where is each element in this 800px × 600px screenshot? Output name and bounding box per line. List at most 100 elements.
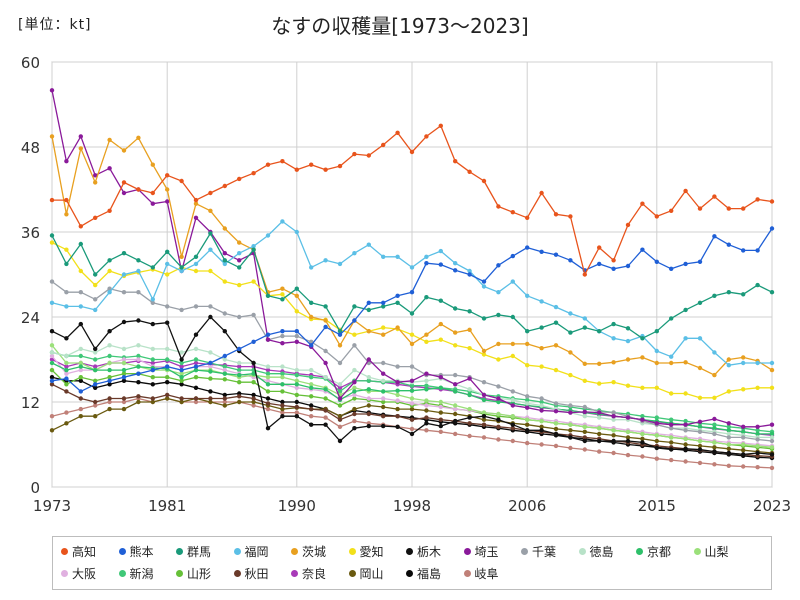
data-point <box>165 380 170 385</box>
data-point <box>251 380 256 385</box>
data-point <box>193 357 199 362</box>
data-point <box>251 392 256 398</box>
data-point <box>64 382 69 387</box>
data-point <box>669 360 674 366</box>
data-point <box>640 431 645 437</box>
data-point <box>381 404 386 410</box>
unit-label: [単位：kt] <box>18 17 92 33</box>
data-point <box>654 385 659 390</box>
data-point <box>525 245 530 250</box>
data-point <box>208 190 213 196</box>
data-point <box>294 286 299 291</box>
legend: 高知 熊本 群馬 福岡 茨城 愛知 栃木 埼玉 千葉 徳島 京都 山梨 大阪 新潟 山形 秋田 奈良 岡山 福島 岐阜 <box>52 536 772 590</box>
x-tick-label: 1981 <box>148 497 186 515</box>
data-point <box>237 367 242 373</box>
data-point <box>337 343 343 348</box>
data-point <box>611 417 616 422</box>
data-point <box>337 382 343 387</box>
data-point <box>467 346 472 351</box>
data-point <box>640 336 645 341</box>
data-point <box>597 361 602 366</box>
data-point <box>539 249 544 254</box>
data-point <box>597 381 602 386</box>
data-point <box>93 215 98 220</box>
data-point <box>669 440 674 445</box>
data-point <box>309 343 314 348</box>
data-point <box>366 357 371 362</box>
data-point <box>582 316 587 321</box>
data-point <box>150 346 155 352</box>
data-point <box>193 364 199 369</box>
data-point <box>93 367 98 373</box>
data-point <box>755 437 760 442</box>
data-point <box>49 88 55 93</box>
data-point <box>78 364 84 369</box>
data-point <box>510 341 515 347</box>
legend-marker <box>176 548 183 555</box>
data-point <box>539 325 544 330</box>
data-point <box>265 367 271 373</box>
data-point <box>136 399 141 405</box>
legend-item: 徳島 <box>578 543 614 560</box>
data-point <box>568 372 573 378</box>
data-point <box>222 399 227 405</box>
data-point <box>337 424 343 429</box>
data-point <box>222 377 227 382</box>
data-point <box>669 447 674 452</box>
legend-item: 福岡 <box>233 543 269 560</box>
data-point <box>697 336 703 341</box>
data-point <box>294 333 299 339</box>
data-point <box>712 431 717 437</box>
legend-label: 徳島 <box>589 545 614 559</box>
data-point <box>323 348 328 354</box>
data-point <box>150 360 155 366</box>
data-point <box>424 398 429 403</box>
data-point <box>179 378 184 383</box>
data-point <box>496 357 501 362</box>
data-point <box>611 321 616 327</box>
data-point <box>64 421 69 426</box>
series-熊本 <box>49 226 775 394</box>
data-point <box>669 266 674 271</box>
data-point <box>107 399 112 405</box>
data-point <box>136 380 141 385</box>
legend-item: 山形 <box>176 565 211 582</box>
x-tick-label: 1973 <box>33 497 71 515</box>
legend-label: 秋田 <box>244 567 269 581</box>
data-point <box>136 394 141 399</box>
data-point <box>582 447 587 452</box>
data-point <box>237 346 242 352</box>
data-point <box>741 464 746 469</box>
data-point <box>496 204 501 209</box>
data-point <box>654 259 659 264</box>
data-point <box>582 409 587 415</box>
x-tick-label: 2006 <box>508 497 546 515</box>
data-point <box>582 424 587 429</box>
data-point <box>237 240 242 245</box>
data-point <box>395 300 400 305</box>
data-point <box>165 320 170 325</box>
data-point <box>107 286 112 291</box>
data-point <box>237 399 242 405</box>
data-point <box>352 389 357 394</box>
data-point <box>669 417 674 422</box>
data-point <box>539 364 544 369</box>
data-point <box>424 261 429 266</box>
data-point <box>381 396 386 401</box>
legend-label: 高知 <box>72 545 97 559</box>
legend-marker <box>578 548 586 555</box>
y-tick-label: 36 <box>21 224 40 242</box>
data-point <box>78 396 84 401</box>
data-point <box>323 415 328 420</box>
data-point <box>208 369 213 374</box>
data-point <box>49 134 55 139</box>
data-point <box>107 343 112 348</box>
data-point <box>352 426 357 431</box>
data-point <box>539 403 544 408</box>
data-point <box>755 197 760 202</box>
series-愛知 <box>49 240 775 400</box>
legend-item: 岡山 <box>348 565 384 582</box>
x-tick-label: 2015 <box>638 497 676 515</box>
data-point <box>323 360 328 366</box>
data-point <box>352 343 357 348</box>
